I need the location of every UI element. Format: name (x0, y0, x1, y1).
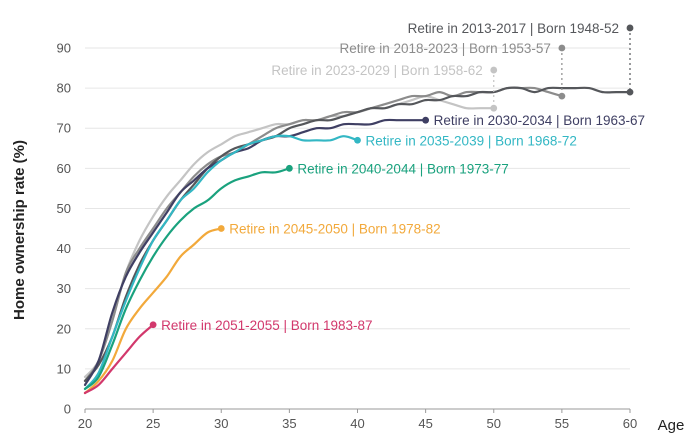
y-tick-label: 10 (57, 361, 71, 376)
x-tick-label: 45 (418, 416, 432, 431)
x-tick-label: 35 (282, 416, 296, 431)
series-label: Retire in 2051-2055 | Born 1983-87 (161, 318, 372, 333)
x-tick-label: 40 (350, 416, 364, 431)
series-label-marker (626, 24, 634, 32)
series-label: Retire in 2045-2050 | Born 1978-82 (229, 222, 440, 237)
series-lines (83, 86, 632, 395)
x-tick-label: 60 (623, 416, 637, 431)
series-end-marker (490, 104, 498, 112)
y-tick-label: 0 (64, 402, 71, 417)
axes: 0 10 20 30 40 50 60 70 80 90 20 25 30 35 40 45 50 55 60 (57, 41, 638, 432)
x-tick-label: 55 (555, 416, 569, 431)
y-axis-title: Home ownership rate (%) (11, 140, 28, 320)
y-tick-label: 30 (57, 281, 71, 296)
series-label: Retire in 2030-2034 | Born 1963-67 (434, 113, 645, 128)
x-tick-label: 30 (214, 416, 228, 431)
series-label-marker (149, 321, 157, 329)
series-label-marker (285, 164, 293, 172)
series-label: Retire in 2013-2017 | Born 1948-52 (408, 21, 619, 36)
y-tick-label: 70 (57, 121, 71, 136)
y-tick-label: 60 (57, 161, 71, 176)
y-tick-label: 40 (57, 241, 71, 256)
series-label: Retire in 2035-2039 | Born 1968-72 (366, 133, 577, 148)
series-label-marker (558, 44, 566, 52)
series-labels: Retire in 2013-2017 | Born 1948-52 Retire… (149, 21, 645, 333)
y-tick-label: 90 (57, 41, 71, 56)
x-tick-label: 20 (78, 416, 92, 431)
series-label-marker (217, 225, 225, 232)
series-end-marker (626, 88, 634, 96)
series-line (83, 167, 291, 390)
series-line (83, 323, 155, 395)
series-line (83, 134, 359, 390)
series-label-marker (490, 66, 498, 74)
series-line (83, 227, 223, 395)
series-label-marker (354, 136, 361, 144)
series-label-marker (422, 116, 430, 124)
x-tick-label: 25 (146, 416, 160, 431)
x-tick-label: 50 (487, 416, 501, 431)
y-tick-label: 50 (57, 201, 71, 216)
series-label: Retire in 2040-2044 | Born 1973-77 (297, 161, 508, 176)
series-end-marker (558, 92, 566, 100)
series-label: Retire in 2023-2029 | Born 1958-62 (271, 63, 482, 78)
series-line (83, 118, 427, 386)
y-tick-label: 80 (57, 81, 71, 96)
y-tick-label: 20 (57, 321, 71, 336)
series-label: Retire in 2018-2023 | Born 1953-57 (339, 41, 550, 56)
x-axis-title: Age (658, 417, 685, 434)
